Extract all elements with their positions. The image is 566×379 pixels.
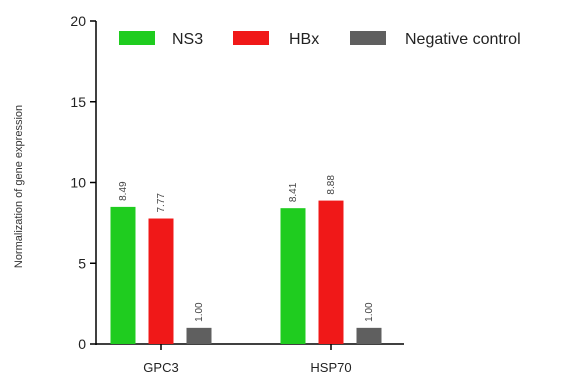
- legend-swatch-negative-control: [350, 31, 386, 45]
- bars: 8.49 7.77 1.00 8.41 8.88 1.00: [110, 175, 382, 344]
- y-tick-label: 10: [70, 175, 86, 191]
- bar-hbx-hsp70: [318, 200, 344, 344]
- y-tick-label: 0: [78, 336, 86, 352]
- bar-negative-control-hsp70: [356, 327, 382, 344]
- data-label: 8.41: [288, 182, 299, 202]
- y-tick-label: 5: [78, 255, 86, 271]
- y-tick-label: 20: [70, 13, 86, 29]
- data-label: 1.00: [194, 302, 205, 322]
- legend-swatch-ns3: [119, 31, 155, 45]
- axes: 0 5 10 15 20 Normalization of gene expression…: [13, 13, 404, 375]
- legend-label-negative-control: Negative control: [405, 31, 521, 48]
- data-label: 8.88: [326, 175, 337, 195]
- bar-hbx-gpc3: [148, 218, 174, 344]
- legend-label-hbx: HBx: [289, 31, 319, 48]
- legend: NS3 HBx Negative control: [119, 31, 521, 48]
- data-label: 1.00: [364, 302, 375, 322]
- bar-ns3-gpc3: [110, 206, 136, 344]
- y-axis-title: Normalization of gene expression: [13, 105, 25, 268]
- data-label: 7.77: [156, 193, 167, 213]
- data-label: 8.49: [118, 181, 129, 201]
- bar-negative-control-gpc3: [186, 327, 212, 344]
- x-tick-label: HSP70: [310, 360, 351, 375]
- y-tick-label: 15: [70, 94, 86, 110]
- legend-swatch-hbx: [233, 31, 269, 45]
- bar-ns3-hsp70: [280, 208, 306, 344]
- x-tick-label: GPC3: [143, 360, 178, 375]
- legend-label-ns3: NS3: [172, 31, 203, 48]
